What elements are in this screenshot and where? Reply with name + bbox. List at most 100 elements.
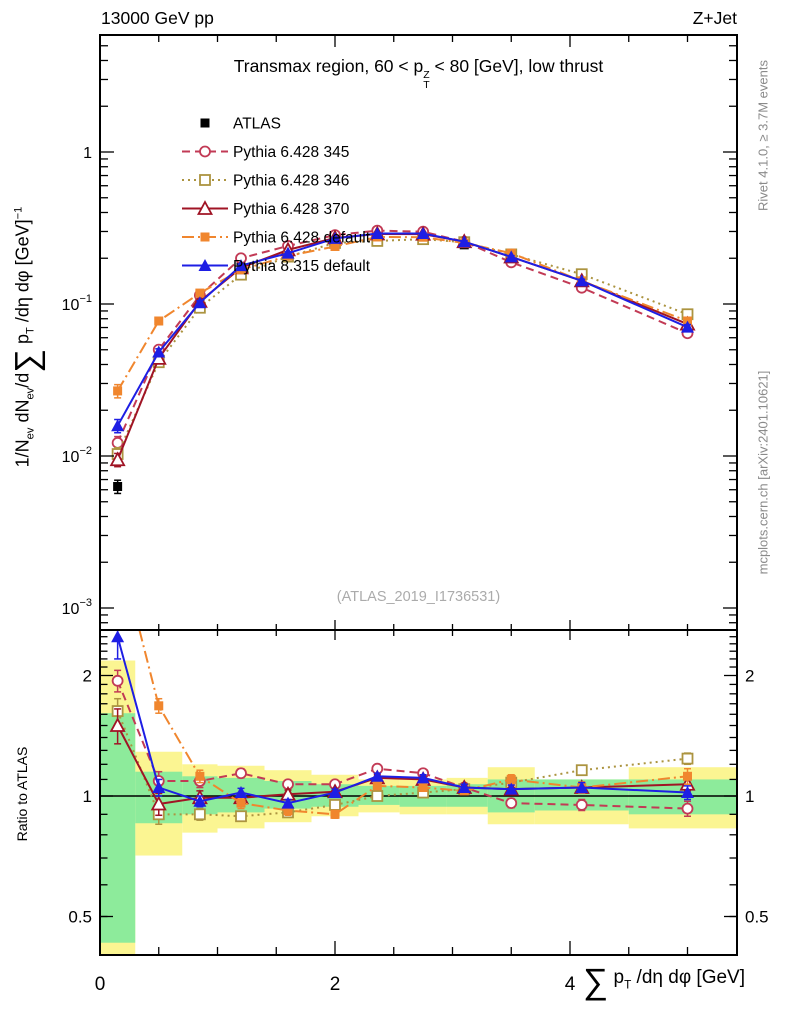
marker-pythia-8-315-default: [370, 226, 384, 239]
legend-marker: [199, 174, 211, 186]
x-tick-label: 0: [95, 974, 106, 995]
ratio-marker-pythia-6-428-default: [683, 771, 692, 781]
ratio-marker-pythia-6-428-345: [575, 799, 588, 811]
legend-marker: [199, 145, 211, 158]
ratio-marker-pythia-8-315-default: [681, 786, 694, 799]
legend-label: ATLAS: [233, 116, 281, 133]
marker-pythia-8-315-default: [575, 274, 589, 287]
ratio-marker-pythia-6-428-default: [236, 798, 246, 808]
series-line-pythia-8-315-default: [116, 232, 688, 427]
legend: ATLAS Pythia 6.428 345 Pythia 6.428 346 Pyt…: [182, 116, 371, 275]
ratio-marker-pythia-6-428-default: [330, 809, 340, 819]
legend-item-atlas: ATLAS: [200, 116, 281, 133]
ratio-marker-pythia-8-315-default: [504, 782, 518, 795]
ratio-line-pythia-8-315-default: [116, 636, 688, 805]
ratio-band-green: [100, 713, 136, 943]
series-main-pythia-6-428-370: [109, 225, 696, 468]
series-line-pythia-6-428-default: [116, 235, 688, 392]
marker-pythia-8-315-default: [328, 231, 342, 244]
legend-item-pythia-6-428-370: Pythia 6.428 370: [182, 200, 350, 218]
marker-pythia-8-315-default: [416, 226, 430, 239]
ratio-axis-title: Ratio to ATLAS: [14, 746, 30, 842]
y-main-tick-label: 10−1: [62, 293, 92, 314]
series-main-pythia-6-428-345: [111, 224, 694, 451]
series-ratio-pythia-6-428-default: [113, 540, 692, 819]
series-atlas: [113, 235, 692, 495]
ratio-marker-pythia-8-315-default: [234, 786, 248, 799]
ratio-marker-pythia-6-428-default: [195, 771, 205, 781]
marker-pythia-6-428-default: [113, 386, 123, 396]
ratio-marker-pythia-8-315-default: [575, 781, 589, 794]
legend-item-pythia-8-315-default: Pythia 8.315 default: [182, 258, 371, 275]
y-ratio-tick-label: 0.5: [68, 908, 92, 927]
ratio-marker-pythia-6-428-345: [505, 797, 518, 809]
y-axis-title: 1/Nev dNev/d∑ pT /dη dφ [GeV]−1: [9, 206, 46, 468]
ratio-marker-pythia-6-428-345: [681, 802, 694, 815]
ratio-marker-pythia-6-428-345: [111, 674, 124, 687]
ratio-marker-pythia-8-315-default: [370, 769, 384, 782]
y-ratio-tick-label: 1: [83, 787, 92, 806]
y-main-tick-label: 1: [83, 145, 92, 162]
ratio-marker-pythia-6-428-default: [113, 540, 122, 549]
ratio-marker-pythia-6-428-370: [150, 795, 167, 811]
x-tick-label: 4: [565, 974, 576, 995]
series-main-pythia-6-428-346: [111, 233, 694, 462]
marker-pythia-6-428-default: [330, 241, 340, 251]
legend-marker: [196, 200, 214, 215]
legend-label: Pythia 6.428 default: [233, 230, 371, 247]
analysis-watermark: (ATLAS_2019_I1736531): [336, 589, 501, 605]
atlas-marker: [113, 482, 123, 492]
ratio-marker-pythia-6-428-346: [235, 810, 247, 823]
ratio-marker-pythia-6-428-default: [154, 701, 164, 711]
legend-item-pythia-6-428-default: Pythia 6.428 default: [182, 230, 371, 247]
ratio-marker-pythia-6-428-346: [371, 790, 384, 802]
x-axis-title: ∑ pT /dη dφ [GeV]: [583, 962, 745, 1001]
marker-pythia-8-315-default: [504, 250, 518, 263]
series-line-pythia-6-428-346: [116, 238, 688, 455]
rivet-version-note: Rivet 4.1.0, ≥ 3.7M events: [755, 60, 771, 211]
y-main-tick-label: 10−3: [62, 597, 92, 618]
ratio-marker-pythia-6-428-346: [329, 799, 341, 811]
ratio-marker-pythia-6-428-345: [235, 767, 247, 780]
legend-item-pythia-6-428-345: Pythia 6.428 345: [182, 144, 349, 161]
ratio-marker-pythia-8-315-default: [152, 781, 166, 794]
marker-pythia-6-428-345: [111, 436, 124, 449]
ratio-line-pythia-6-428-346: [116, 710, 688, 818]
legend-marker: [198, 259, 212, 271]
legend-label: Pythia 6.428 345: [233, 144, 349, 161]
ratio-marker-pythia-6-428-346: [681, 752, 694, 765]
marker-pythia-8-315-default: [234, 259, 248, 272]
mcplots-note: mcplots.cern.ch [arXiv:2401.10621]: [755, 370, 771, 575]
marker-pythia-6-428-370: [109, 451, 126, 467]
marker-pythia-8-315-default: [193, 296, 207, 309]
legend-label: Pythia 6.428 346: [233, 173, 349, 190]
ratio-marker-pythia-8-315-default: [193, 794, 207, 807]
ratio-marker-pythia-6-428-346: [193, 808, 206, 821]
ratio-marker-pythia-8-315-default: [416, 771, 430, 784]
legend-marker: [200, 118, 210, 128]
ratio-marker-pythia-6-428-default: [372, 781, 382, 791]
y-ratio-tick-label: 2: [83, 667, 92, 686]
ratio-panel-frame: [99, 629, 738, 956]
y-ratio-tick-label-right: 0.5: [745, 908, 769, 927]
marker-pythia-6-428-default: [154, 316, 164, 326]
ratio-marker-pythia-6-428-default: [418, 783, 428, 793]
main-panel-frame: [99, 34, 738, 631]
ratio-marker-pythia-8-315-default: [328, 786, 342, 799]
marker-pythia-6-428-default: [195, 288, 205, 298]
legend-item-pythia-6-428-346: Pythia 6.428 346: [182, 173, 349, 190]
ratio-marker-pythia-8-315-default: [111, 630, 125, 643]
marker-pythia-8-315-default: [281, 246, 295, 259]
y-ratio-tick-label-right: 2: [745, 667, 754, 686]
x-tick-label: 2: [330, 974, 341, 995]
ratio-marker-pythia-8-315-default: [281, 796, 295, 809]
legend-marker: [200, 232, 210, 242]
series-line-pythia-6-428-345: [116, 229, 688, 444]
legend-label: Pythia 8.315 default: [233, 258, 371, 275]
series-main-pythia-8-315-default: [111, 226, 694, 434]
ratio-marker-pythia-6-428-default: [283, 805, 293, 815]
axis-ticks: [99, 35, 737, 955]
